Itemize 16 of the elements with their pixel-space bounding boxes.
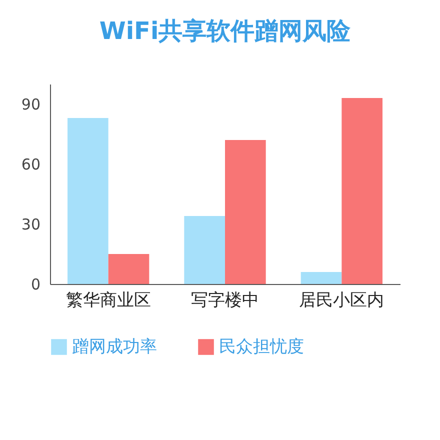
y-tick-label: 30	[21, 216, 40, 234]
x-tick-label: 写字楼中	[191, 290, 259, 310]
y-tick-label: 0	[30, 276, 40, 294]
y-tick-label: 90	[21, 96, 40, 114]
bar	[184, 216, 225, 284]
bar	[342, 98, 382, 284]
chart-title: WiFi共享软件蹭网风险	[99, 17, 352, 45]
legend-label: 民众担忧度	[219, 337, 304, 357]
bar	[68, 118, 108, 284]
bar	[108, 254, 150, 284]
x-tick-label: 繁华商业区	[66, 290, 151, 310]
bar	[225, 140, 266, 284]
x-tick-label: 居民小区内	[299, 290, 384, 310]
legend-label: 蹭网成功率	[72, 337, 157, 357]
y-tick-label: 60	[21, 156, 40, 174]
bar	[300, 272, 342, 284]
